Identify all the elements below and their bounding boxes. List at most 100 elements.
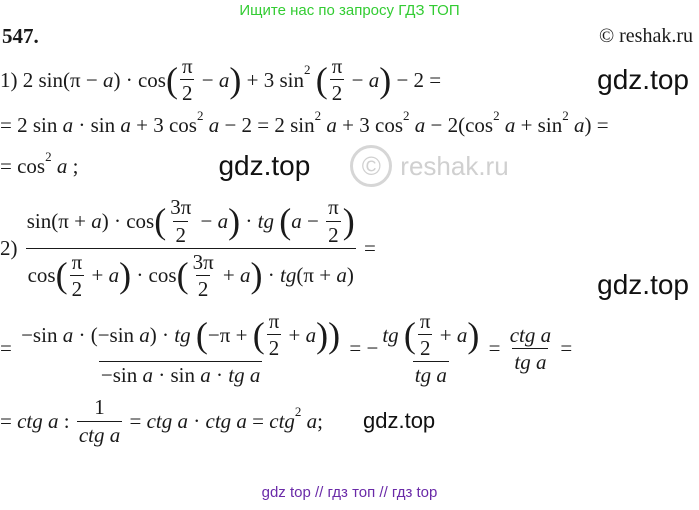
math-exponent: 2 — [493, 107, 500, 123]
math-text: π — [328, 195, 339, 220]
fraction-numerator: π — [70, 250, 85, 275]
math-text: + — [217, 263, 241, 288]
math-text: sin(π + — [26, 208, 92, 233]
fraction-denominator: −sin a · sin a · tg a — [98, 361, 263, 388]
math-text: π — [181, 54, 193, 78]
solution-row-5: = −sin a · (−sin a) · tg (−π + (π 2 + a))… — [0, 309, 699, 387]
math-variable: a — [108, 263, 120, 288]
math-parentheses: (π 2 − a) — [166, 54, 241, 105]
solution-row-4: 2) sin(π + a) · cos(3π 2 − a) · tg (a − π… — [0, 195, 699, 301]
search-banner: Ищите нас по запросу ГДЗ ТОП — [239, 2, 460, 19]
solution-row-1: 1) 2 sin(π − a) · cos(π 2 − a) + 3 sin 2 (… — [0, 54, 699, 105]
math-text: −sin — [100, 363, 143, 388]
equation-line-2: = 2 sin a · sin a + 3 cos 2 a − 2 = 2 sin… — [0, 108, 609, 138]
math-variable: tg a — [414, 363, 447, 388]
solution-row-3: = cos 2 a ; gdz.top © reshak.ru — [0, 145, 699, 188]
math-variable: a — [200, 363, 211, 388]
fraction-numerator: 3π — [168, 195, 193, 220]
left-paren: ( — [195, 314, 208, 355]
math-variable: a — [91, 208, 102, 233]
math-exponent: 2 — [304, 62, 311, 78]
math-variable: a — [62, 322, 74, 347]
math-text: ) · — [149, 322, 175, 347]
fraction-denominator: 2 — [329, 79, 345, 105]
math-text: ) — [346, 263, 354, 288]
math-text: ) · cos — [113, 67, 166, 92]
equation-line-6: = ctg a : 1 ctg a = ctg a · ctg a = ctg 2 … — [0, 395, 323, 446]
math-variable: ctg a — [17, 408, 59, 433]
math-text: − 2 = 2 sin — [219, 113, 315, 138]
math-variable: a — [336, 263, 347, 288]
math-parentheses: (−π + (π 2 + a)) — [196, 309, 340, 360]
math-text: + — [434, 322, 457, 347]
math-text: = — [0, 408, 18, 433]
math-parentheses: (a − π 2) — [279, 195, 354, 246]
fraction-denominator: ctg a — [76, 420, 123, 447]
left-paren: ( — [165, 59, 178, 100]
gdz-watermark: gdz.top — [597, 268, 689, 300]
fraction-denominator: 2 — [69, 274, 85, 301]
math-text: 1 — [94, 395, 105, 420]
reshak-watermark: © reshak.ru — [350, 145, 509, 188]
math-text: + — [86, 263, 109, 288]
solution: 1) 2 sin(π − a) · cos(π 2 − a) + 3 sin 2 (… — [0, 54, 699, 447]
math-fraction: sin(π + a) · cos(3π 2 − a) · tg (a − π 2) c… — [25, 195, 357, 301]
math-text: = − — [344, 336, 379, 361]
right-paren: ) — [119, 255, 132, 296]
fraction-numerator: π — [326, 195, 341, 220]
math-variable: ctg a — [78, 422, 121, 447]
left-paren: ( — [252, 314, 265, 355]
math-text: · — [240, 208, 258, 233]
right-paren: ) — [467, 314, 480, 355]
math-text: · cos — [131, 263, 177, 288]
math-text: ) · cos — [101, 208, 155, 233]
copyright-circle-icon: © — [350, 145, 393, 188]
left-paren: ( — [403, 314, 416, 355]
math-variable: a — [217, 208, 229, 233]
left-paren: ( — [55, 255, 68, 296]
math-text: = — [246, 408, 270, 433]
fraction-numerator: π — [267, 309, 282, 334]
math-text: = — [124, 408, 147, 433]
math-text: + sin — [515, 113, 563, 138]
right-paren: ) — [229, 59, 242, 100]
math-text: 2 — [197, 276, 209, 301]
math-variable: a — [291, 208, 302, 233]
copyright: © reshak.ru — [598, 25, 693, 47]
math-variable: tg — [257, 208, 274, 233]
math-text: · sin — [73, 113, 121, 138]
math-variable: a — [368, 67, 380, 92]
math-text: 2 — [328, 222, 339, 247]
math-text: + 3 cos — [336, 113, 403, 138]
math-variable: a — [456, 322, 468, 347]
math-text: : — [58, 408, 75, 433]
math-text: ; — [317, 408, 323, 433]
fraction-numerator: −sin a · (−sin a) · tg (−π + (π 2 + a)) — [19, 309, 342, 361]
math-parentheses: (3π 2 + a) — [177, 250, 263, 301]
right-paren: ) — [379, 59, 392, 100]
math-text: π — [268, 308, 280, 333]
math-fraction: 3π 2 — [168, 195, 193, 246]
math-text: 3π — [192, 249, 214, 274]
math-exponent: 2 — [403, 107, 410, 123]
math-variable: tg — [280, 263, 297, 288]
math-variable: a — [504, 113, 516, 138]
math-fraction: −sin a · (−sin a) · tg (−π + (π 2 + a)) −s… — [19, 309, 342, 387]
equation-line-4: 2) sin(π + a) · cos(3π 2 − a) · tg (a − π… — [0, 195, 376, 301]
math-text: −sin — [21, 322, 63, 347]
math-variable: ctg a — [146, 408, 188, 433]
math-variable: a — [306, 408, 318, 433]
math-text: = 2 sin — [0, 113, 63, 138]
math-text: · — [210, 363, 229, 388]
math-variable: a — [208, 113, 220, 138]
math-variable: a — [139, 322, 150, 347]
math-variable: a — [120, 113, 131, 138]
equation-line-3: = cos 2 a ; — [0, 149, 78, 178]
math-text: − — [346, 67, 369, 92]
fraction-numerator: sin(π + a) · cos(3π 2 − a) · tg (a − π 2) — [25, 195, 357, 247]
solution-row-2: = 2 sin a · sin a + 3 cos 2 a − 2 = 2 sin… — [0, 108, 699, 138]
math-variable: a — [102, 67, 114, 92]
math-variable: ctg — [269, 408, 295, 433]
fraction-denominator: tg a — [412, 361, 449, 388]
